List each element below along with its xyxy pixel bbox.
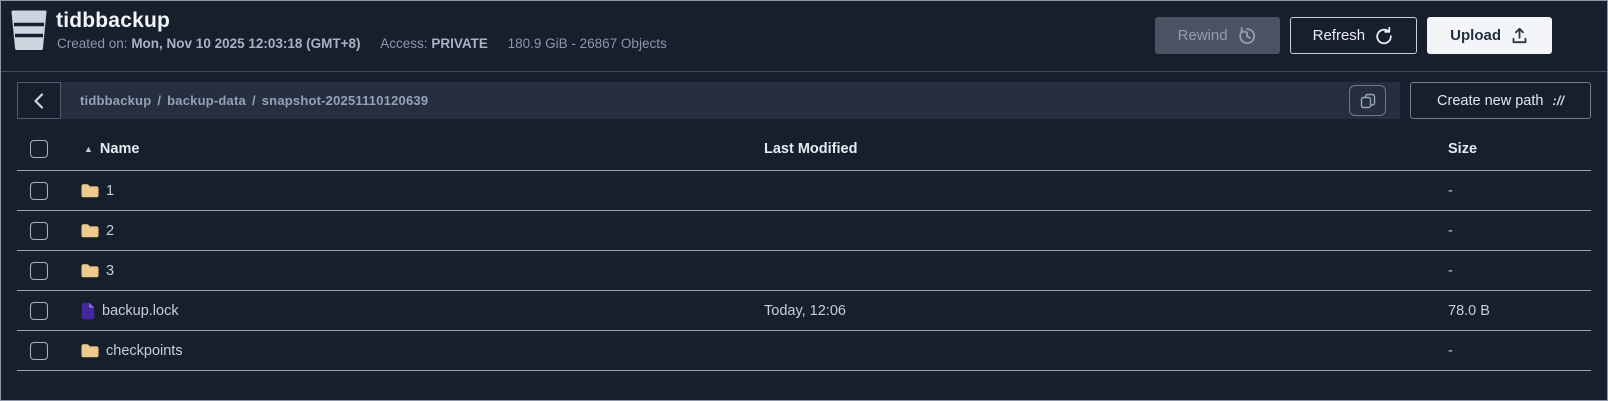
row-name-label[interactable]: backup.lock	[102, 302, 179, 319]
folder-icon	[81, 263, 99, 278]
row-checkbox[interactable]	[30, 221, 48, 240]
row-last-modified: Today, 12:06	[764, 302, 846, 319]
table-row[interactable]: 2 -	[17, 211, 1591, 251]
create-new-path-button[interactable]: Create new path ://	[1410, 82, 1591, 119]
row-checkbox[interactable]	[30, 301, 48, 320]
created-value: Mon, Nov 10 2025 12:03:18 (GMT+8)	[131, 36, 361, 51]
bucket-icon	[10, 10, 48, 51]
usage-stats: 180.9 GiB - 26867 Objects	[507, 36, 667, 51]
upload-tray-icon	[1510, 26, 1529, 45]
header-actions: Rewind Refresh Upload	[1154, 17, 1552, 54]
breadcrumb-separator: /	[157, 93, 162, 108]
refresh-icon	[1374, 26, 1394, 46]
folder-icon	[81, 343, 99, 358]
path-slashes-icon: ://	[1552, 93, 1564, 108]
table-row[interactable]: backup.lock Today, 12:06 78.0 B	[17, 291, 1591, 331]
row-size: -	[1448, 222, 1453, 239]
folder-icon	[81, 223, 99, 238]
copy-path-button[interactable]	[1349, 85, 1386, 116]
row-size: -	[1448, 342, 1453, 359]
row-size: -	[1448, 262, 1453, 279]
bucket-header: tidbbackup Created on: Mon, Nov 10 2025 …	[1, 1, 1607, 72]
upload-button[interactable]: Upload	[1427, 17, 1552, 54]
row-name-label[interactable]: 1	[106, 182, 115, 199]
bucket-meta: Created on: Mon, Nov 10 2025 12:03:18 (G…	[57, 36, 667, 51]
file-icon	[81, 302, 95, 320]
row-checkbox[interactable]	[30, 181, 48, 200]
copy-icon	[1360, 93, 1376, 109]
access-label: Access:	[380, 36, 428, 51]
table-body: 1 - 2 -	[17, 171, 1591, 371]
table-row[interactable]: 3 -	[17, 251, 1591, 291]
column-header-last-modified[interactable]: Last Modified	[764, 140, 858, 157]
sort-ascending-icon[interactable]: ▲	[84, 143, 93, 154]
row-checkbox[interactable]	[30, 341, 48, 360]
table-row[interactable]: checkpoints -	[17, 331, 1591, 371]
folder-icon	[81, 183, 99, 198]
path-toolbar: tidbbackup / backup-data / snapshot-20251110…	[17, 82, 1591, 119]
breadcrumb-segment[interactable]: snapshot-20251110120639	[261, 93, 429, 108]
rewind-button[interactable]: Rewind	[1154, 17, 1280, 54]
objects-table: ▲ Name Last Modified Size 1 -	[17, 127, 1591, 371]
created-label: Created on:	[57, 36, 128, 51]
chevron-left-icon	[32, 92, 46, 110]
column-header-name[interactable]: Name	[99, 140, 140, 157]
breadcrumb-panel: tidbbackup / backup-data / snapshot-20251110…	[61, 82, 1400, 119]
table-header-row: ▲ Name Last Modified Size	[17, 127, 1591, 171]
column-header-size[interactable]: Size	[1448, 140, 1478, 157]
row-checkbox[interactable]	[30, 261, 48, 280]
row-name-label[interactable]: checkpoints	[106, 342, 183, 359]
row-name-label[interactable]: 3	[106, 262, 115, 279]
row-name-label[interactable]: 2	[106, 222, 115, 239]
row-size: -	[1448, 182, 1453, 199]
breadcrumb-segment[interactable]: tidbbackup	[80, 93, 152, 108]
access-badge: PRIVATE	[431, 36, 488, 51]
breadcrumb-segment[interactable]: backup-data	[167, 93, 246, 108]
back-button[interactable]	[17, 82, 61, 119]
select-all-checkbox[interactable]	[30, 139, 48, 158]
breadcrumb-separator: /	[251, 93, 256, 108]
rewind-clock-icon	[1237, 26, 1257, 46]
refresh-button[interactable]: Refresh	[1289, 17, 1418, 54]
row-size: 78.0 B	[1448, 302, 1490, 319]
page-title: tidbbackup	[56, 9, 171, 32]
table-row[interactable]: 1 -	[17, 171, 1591, 211]
breadcrumb: tidbbackup / backup-data / snapshot-20251110…	[80, 93, 1349, 108]
